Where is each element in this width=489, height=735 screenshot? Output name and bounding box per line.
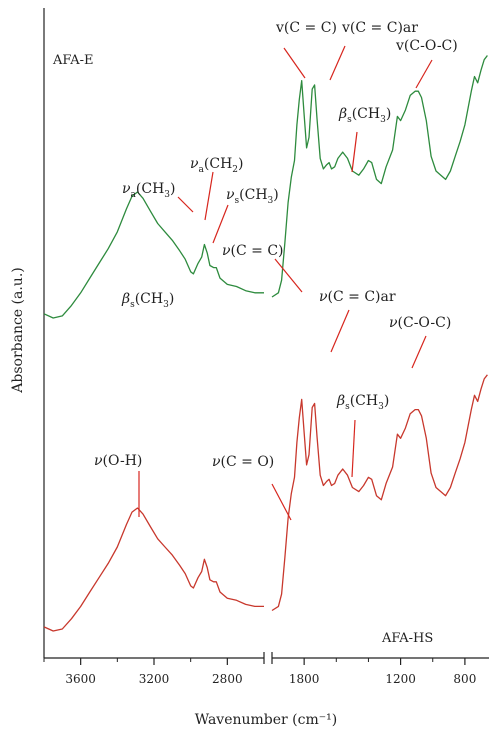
peak-annotation: ν(O-H) (94, 453, 142, 469)
x-tick-label: 3200 (139, 672, 170, 686)
peak-leader-line (351, 419, 356, 478)
peak-annotation: ν(C = C) (222, 243, 284, 259)
peak-annotation: νs(CH3) (226, 187, 279, 206)
peak-annotation: ν(C-O-C) (389, 315, 451, 331)
peak-leader-line (411, 335, 427, 369)
peak-annotation: βs(CH3) (121, 291, 174, 310)
series-label-afa-hs: AFA-HS (381, 631, 433, 646)
peak-leader-line (415, 59, 433, 89)
x-axis-ticks: 3600 3200 2800 1800 1200 800 (43, 658, 476, 686)
peak-annotation: βs(CH3) (336, 393, 389, 412)
peak-leader-line (274, 258, 303, 293)
peak-leader-line (271, 483, 292, 521)
peak-annotations: v(C = C) v(C = C)ar v(C-O-C) βs(CH3) νa(CH3)… (94, 20, 458, 521)
peak-annotation: v(C = C)ar (341, 20, 418, 36)
peak-annotation: v(C-O-C) (395, 38, 458, 54)
peak-leader-line (351, 131, 358, 173)
peak-annotation: ν(C = C)ar (319, 289, 396, 305)
series-lines (43, 55, 488, 632)
peak-annotation: νa(CH3) (122, 181, 175, 200)
peak-annotation: ν(C = O) (212, 454, 274, 470)
x-tick-label: 2800 (212, 672, 243, 686)
series-line-afa-e (43, 55, 488, 319)
x-tick-label: 3600 (65, 672, 96, 686)
x-tick-label: 1800 (289, 672, 320, 686)
series-line-afa-hs (43, 374, 488, 632)
peak-annotation: νa(CH2) (190, 156, 243, 175)
x-tick-label: 800 (453, 672, 476, 686)
peak-leader-line (204, 171, 214, 221)
peak-leader-line (283, 47, 306, 79)
x-tick-label: 1200 (385, 672, 416, 686)
x-axis-title: Wavenumber (cm⁻¹) (195, 712, 337, 728)
y-axis-title: Absorbance (a.u.) (10, 267, 26, 393)
peak-annotation: βs(CH3) (338, 106, 391, 125)
peak-leader-line (329, 45, 346, 81)
peak-annotation: v(C = C) (275, 20, 337, 36)
peak-leader-line (177, 196, 194, 213)
series-label-afa-e: AFA-E (52, 53, 94, 68)
peak-leader-line (212, 204, 229, 244)
peak-leader-line (330, 309, 350, 353)
